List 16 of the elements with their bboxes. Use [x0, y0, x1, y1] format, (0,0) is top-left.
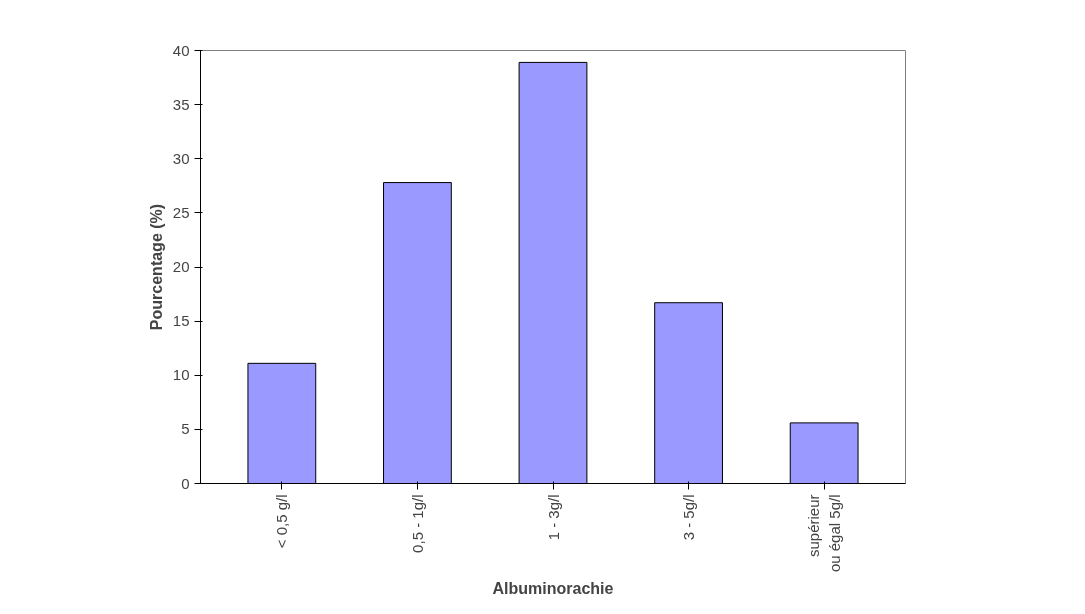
- y-tick-label: 0: [181, 474, 190, 492]
- y-tick-label: 35: [172, 95, 190, 113]
- y-axis-title: Pourcentage (%): [147, 203, 165, 331]
- y-tick-label: 10: [172, 366, 190, 384]
- y-tick-label: 5: [181, 420, 190, 438]
- x-tick-label: 0,5 - 1g/l: [408, 494, 426, 553]
- y-tick-label: 40: [172, 41, 190, 59]
- y-tick-label: 30: [172, 149, 190, 167]
- y-tick-label: 25: [172, 203, 190, 221]
- y-tick-label: 15: [172, 312, 190, 330]
- y-tick-label: 20: [172, 258, 190, 275]
- x-axis-title: Albuminorachie: [492, 580, 614, 598]
- x-tick-label: 1 - 3g/l: [544, 494, 562, 541]
- x-tick-label: supérieur ou égal 5g/l: [805, 494, 843, 573]
- x-tick-label: 3 - 5g/l: [680, 494, 698, 541]
- x-tick-label: < 0,5 g/l: [273, 494, 291, 549]
